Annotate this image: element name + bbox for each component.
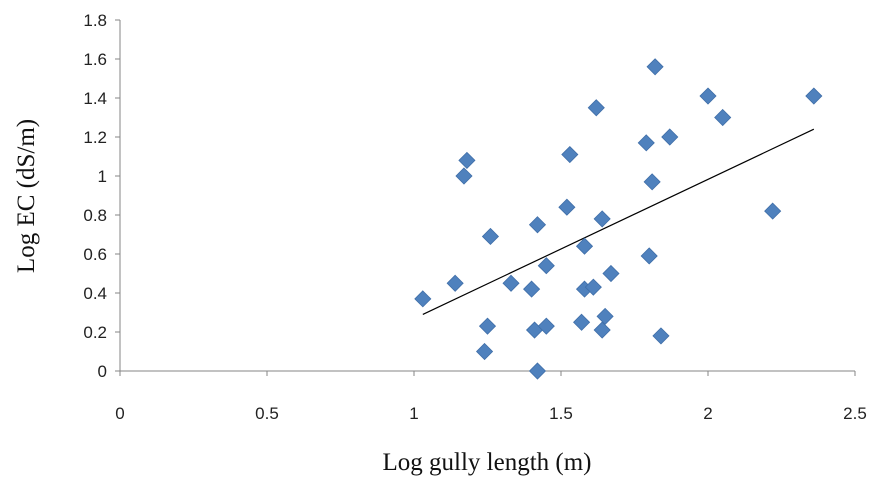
data-point	[593, 321, 611, 339]
y-tick-label: 1.4	[83, 89, 107, 108]
y-tick-label: 0.8	[83, 206, 107, 225]
trendline-layer	[422, 128, 815, 315]
data-point	[558, 198, 576, 216]
data-point	[528, 362, 547, 380]
data-point	[699, 87, 717, 105]
data-point	[537, 257, 555, 275]
data-point	[643, 173, 661, 191]
y-tick-label: 0.6	[83, 245, 107, 264]
data-point	[805, 87, 823, 105]
data-point	[646, 58, 664, 76]
x-tick-label: 1.5	[549, 404, 573, 423]
data-point	[537, 317, 555, 335]
data-point	[714, 108, 732, 127]
y-tick-label: 0.4	[83, 284, 107, 303]
data-point	[455, 167, 473, 185]
data-point	[596, 307, 614, 325]
y-tick-label: 1.6	[83, 50, 107, 69]
trendline	[422, 128, 815, 315]
data-point	[584, 278, 602, 296]
data-point	[528, 216, 547, 234]
data-point	[593, 210, 611, 228]
data-point	[661, 128, 679, 146]
data-point	[446, 274, 464, 292]
data-point	[587, 99, 605, 117]
data-point	[561, 145, 579, 164]
data-point	[414, 290, 432, 308]
x-tick-label: 0.5	[255, 404, 279, 423]
tick-labels: 0 0.2 0.4 0.6 0.8 1 1.2 1.4 1.6 1.8 0 0.5 1 1.5 2 2.5	[83, 11, 866, 423]
axes	[115, 19, 856, 376]
data-point	[523, 280, 541, 298]
data-point	[602, 264, 620, 283]
data-point	[481, 227, 500, 246]
data-point	[764, 202, 782, 220]
data-point	[458, 151, 476, 169]
data-point	[573, 313, 591, 331]
data-point	[575, 237, 594, 255]
y-tick-label: 1.8	[83, 11, 107, 30]
x-tick-label: 2.5	[843, 404, 867, 423]
data-point	[637, 134, 655, 152]
x-tick-label: 0	[115, 404, 124, 423]
data-point	[478, 317, 497, 335]
y-tick-label: 1	[98, 167, 107, 186]
x-tick-label: 1	[409, 404, 418, 423]
data-point	[475, 342, 494, 361]
x-axis-title: Log gully length (m)	[383, 449, 592, 476]
data-point	[652, 327, 670, 345]
data-points	[414, 58, 823, 380]
data-point	[502, 274, 520, 292]
y-tick-label: 0	[98, 362, 107, 381]
y-tick-label: 1.2	[83, 128, 107, 147]
x-tick-label: 2	[703, 404, 712, 423]
y-axis-title: Log EC (dS/m)	[13, 119, 40, 273]
data-point	[640, 247, 658, 265]
y-tick-label: 0.2	[83, 323, 107, 342]
